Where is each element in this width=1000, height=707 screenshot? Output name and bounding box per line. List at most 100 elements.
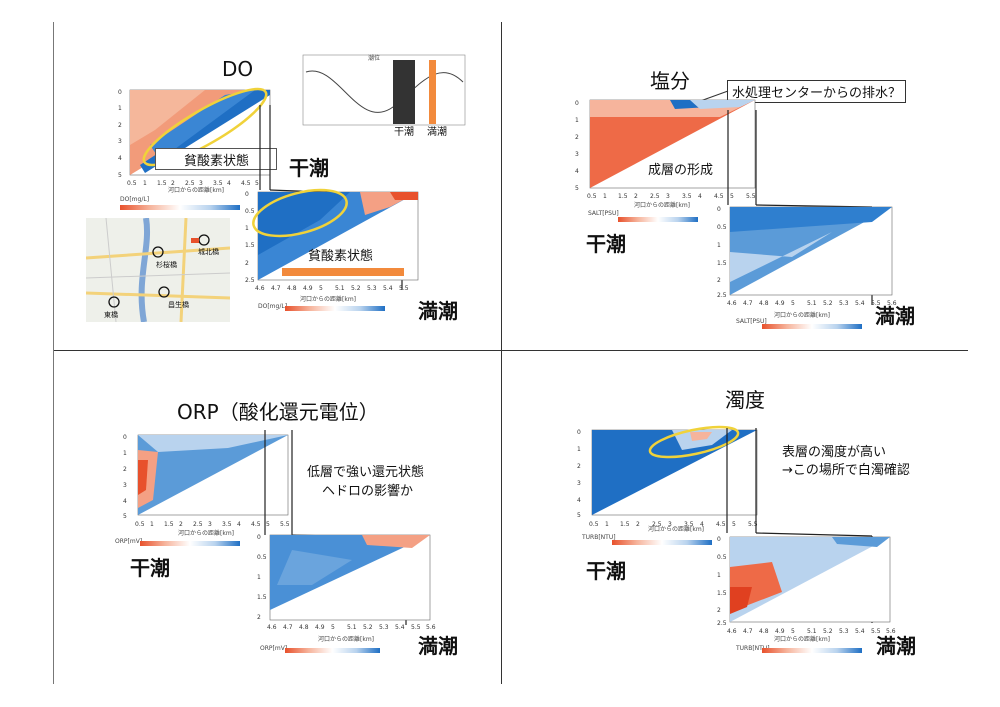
svg-text:2.5: 2.5 bbox=[185, 180, 195, 187]
orp-note-line2: ヘドロの影響か bbox=[322, 484, 414, 499]
svg-text:3: 3 bbox=[577, 480, 581, 487]
do-tide-high: 満潮 bbox=[427, 127, 447, 138]
turb-chart-hightide: 0 0.5 1 1.5 2 2.5 4.6 4.7 4.8 4.9 5 5.1 5.2 5.3 5.4 5.… bbox=[717, 536, 896, 635]
svg-text:5: 5 bbox=[123, 513, 127, 520]
do-tide-chart bbox=[302, 54, 466, 126]
do-map-label-1: 城北橋 bbox=[198, 248, 219, 256]
turb-note-line1: 表層の濁度が高い bbox=[782, 445, 887, 460]
orp-title: ORP（酸化還元電位） bbox=[177, 400, 379, 424]
svg-text:4.8: 4.8 bbox=[299, 624, 309, 631]
orp-chart-lowtide: 0 1 2 3 4 5 0.5 1 1.5 2 2.5 3 3.5 4 4.5 5 5.5 bbox=[123, 434, 290, 528]
do-annotation-upper: 貧酸素状態 bbox=[184, 154, 250, 169]
do-tide-low: 干潮 bbox=[394, 127, 414, 138]
svg-text:3: 3 bbox=[575, 151, 579, 158]
svg-text:2: 2 bbox=[179, 521, 183, 528]
svg-text:2: 2 bbox=[636, 521, 640, 528]
svg-text:5.4: 5.4 bbox=[383, 285, 393, 292]
svg-text:1.5: 1.5 bbox=[157, 180, 167, 187]
svg-text:5.3: 5.3 bbox=[367, 285, 377, 292]
svg-text:5.6: 5.6 bbox=[886, 628, 896, 635]
orp-colorbar-lower bbox=[285, 648, 380, 653]
turb-chart-lowtide: 0 1 2 3 4 5 0.5 1 1.5 2 2.5 3 3.5 4 4.5 5 5.5 bbox=[577, 425, 758, 528]
svg-text:0.5: 0.5 bbox=[257, 554, 267, 561]
orp-lowtide-label: 干潮 bbox=[130, 556, 170, 580]
svg-text:3.5: 3.5 bbox=[682, 193, 692, 200]
svg-text:0.5: 0.5 bbox=[717, 224, 727, 231]
svg-text:5.5: 5.5 bbox=[280, 521, 290, 528]
do-anoxic-arrow-lower bbox=[282, 268, 404, 276]
svg-text:3.5: 3.5 bbox=[213, 180, 223, 187]
svg-text:0: 0 bbox=[118, 89, 122, 96]
svg-text:5.2: 5.2 bbox=[351, 285, 361, 292]
turb-xlabel-lower: 河口からの距離[km] bbox=[774, 636, 831, 643]
do-map-label-4: 東橋 bbox=[104, 311, 118, 319]
salt-chart-hightide: 0 0.5 1 1.5 2 2.5 4.6 4.7 4.8 4.9 5 5.1 5.2 5.3 5.4 5.… bbox=[717, 206, 897, 307]
svg-text:5.5: 5.5 bbox=[399, 285, 409, 292]
do-map-label-3: 昌生橋 bbox=[168, 301, 189, 309]
salt-callout-text: 水処理センターからの排水？ bbox=[732, 86, 902, 101]
divider-horizontal bbox=[53, 350, 968, 351]
svg-text:1: 1 bbox=[575, 117, 579, 124]
svg-text:5.5: 5.5 bbox=[411, 624, 421, 631]
svg-text:5.3: 5.3 bbox=[839, 628, 849, 635]
turb-lowtide-label: 干潮 bbox=[586, 559, 626, 583]
salt-cbar-label-upper: SALT[PSU] bbox=[588, 210, 619, 217]
svg-text:2: 2 bbox=[245, 260, 249, 267]
turb-colorbar-lower bbox=[762, 648, 862, 653]
svg-text:5.1: 5.1 bbox=[807, 628, 817, 635]
svg-text:0: 0 bbox=[717, 536, 721, 543]
orp-note-line1: 低層で強い還元状態 bbox=[307, 465, 425, 480]
svg-text:5.2: 5.2 bbox=[823, 628, 833, 635]
svg-text:4: 4 bbox=[698, 193, 702, 200]
svg-text:5.4: 5.4 bbox=[395, 624, 405, 631]
svg-text:4.8: 4.8 bbox=[287, 285, 297, 292]
svg-text:4: 4 bbox=[123, 498, 127, 505]
svg-text:5.6: 5.6 bbox=[887, 300, 897, 307]
svg-text:1: 1 bbox=[118, 105, 122, 112]
svg-text:5.5: 5.5 bbox=[748, 521, 758, 528]
svg-text:4.6: 4.6 bbox=[727, 300, 737, 307]
svg-text:1.5: 1.5 bbox=[717, 590, 727, 597]
svg-text:3: 3 bbox=[118, 138, 122, 145]
svg-text:5: 5 bbox=[577, 512, 581, 519]
svg-text:4.6: 4.6 bbox=[255, 285, 265, 292]
divider-vertical bbox=[501, 22, 502, 684]
orp-hightide-label: 満潮 bbox=[418, 634, 458, 658]
svg-text:2.5: 2.5 bbox=[717, 292, 727, 299]
svg-text:5: 5 bbox=[732, 521, 736, 528]
svg-text:4.5: 4.5 bbox=[241, 180, 251, 187]
orp-cbar-label-upper: ORP[mV] bbox=[115, 538, 143, 545]
do-map-label-2: 杉桜橋 bbox=[156, 261, 177, 269]
svg-text:1: 1 bbox=[605, 521, 609, 528]
svg-text:4.5: 4.5 bbox=[716, 521, 726, 528]
do-colorbar-lower bbox=[285, 306, 385, 311]
svg-text:4: 4 bbox=[118, 155, 122, 162]
svg-text:0: 0 bbox=[717, 206, 721, 213]
do-colorbar-upper bbox=[120, 205, 240, 210]
svg-text:1.5: 1.5 bbox=[717, 260, 727, 267]
border-left bbox=[53, 22, 54, 684]
turb-title: 濁度 bbox=[725, 388, 765, 412]
do-tide-ylabel: 潮位 bbox=[368, 55, 381, 62]
turb-cbar-label-upper: TURB[NTU] bbox=[582, 534, 616, 541]
svg-text:5.4: 5.4 bbox=[855, 300, 865, 307]
do-xlabel-upper: 河口からの距離[km] bbox=[168, 187, 225, 194]
salt-hightide-label: 満潮 bbox=[875, 304, 915, 328]
svg-text:4: 4 bbox=[237, 521, 241, 528]
do-chart-hightide: 0 0.5 1 1.5 2 2.5 4.6 4.7 4.8 4.9 5 5.1 5.2 5.3 5.4 5.… bbox=[245, 188, 419, 292]
orp-cbar-label-lower: ORP[mV] bbox=[260, 645, 288, 652]
svg-text:2.5: 2.5 bbox=[652, 521, 662, 528]
salt-xlabel-lower: 河口からの距離[km] bbox=[774, 312, 831, 319]
svg-text:2.5: 2.5 bbox=[717, 620, 727, 627]
svg-text:3: 3 bbox=[199, 180, 203, 187]
svg-text:3.5: 3.5 bbox=[222, 521, 232, 528]
svg-text:1.5: 1.5 bbox=[257, 594, 267, 601]
svg-text:2: 2 bbox=[634, 193, 638, 200]
svg-text:4.9: 4.9 bbox=[315, 624, 325, 631]
salt-title: 塩分 bbox=[650, 69, 690, 93]
turb-note-line2: →この場所で白濁確認 bbox=[782, 463, 910, 478]
svg-text:2.5: 2.5 bbox=[650, 193, 660, 200]
svg-text:1.5: 1.5 bbox=[620, 521, 630, 528]
svg-text:1: 1 bbox=[603, 193, 607, 200]
orp-xlabel-lower: 河口からの距離[km] bbox=[318, 636, 375, 643]
